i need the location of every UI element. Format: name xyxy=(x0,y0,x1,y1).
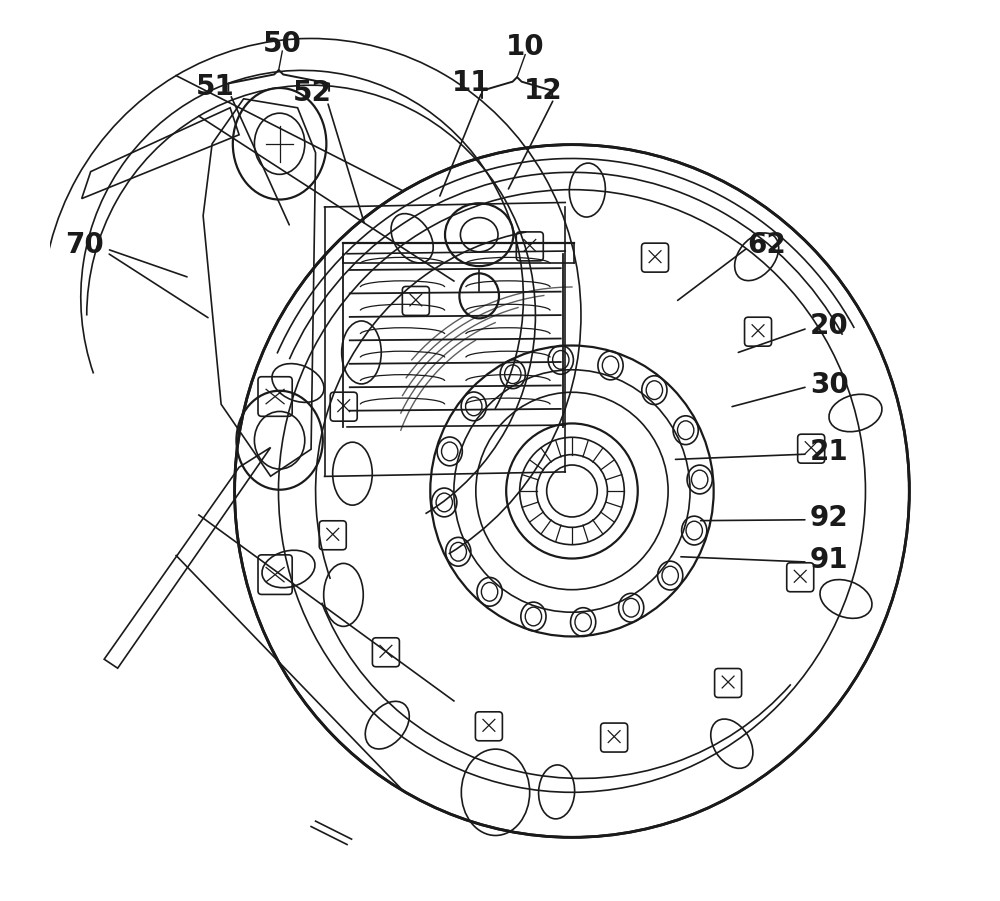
Text: 30: 30 xyxy=(810,371,849,399)
Text: 52: 52 xyxy=(293,79,331,107)
Text: 70: 70 xyxy=(65,232,104,259)
Text: 62: 62 xyxy=(747,232,786,259)
Text: 10: 10 xyxy=(506,33,545,61)
Text: 91: 91 xyxy=(810,546,849,574)
Text: 12: 12 xyxy=(524,77,562,105)
Text: 20: 20 xyxy=(810,313,849,341)
Text: 11: 11 xyxy=(452,69,490,97)
Text: 50: 50 xyxy=(263,30,302,58)
Text: 21: 21 xyxy=(810,438,849,467)
Text: 51: 51 xyxy=(195,73,234,101)
Text: 92: 92 xyxy=(810,504,849,532)
